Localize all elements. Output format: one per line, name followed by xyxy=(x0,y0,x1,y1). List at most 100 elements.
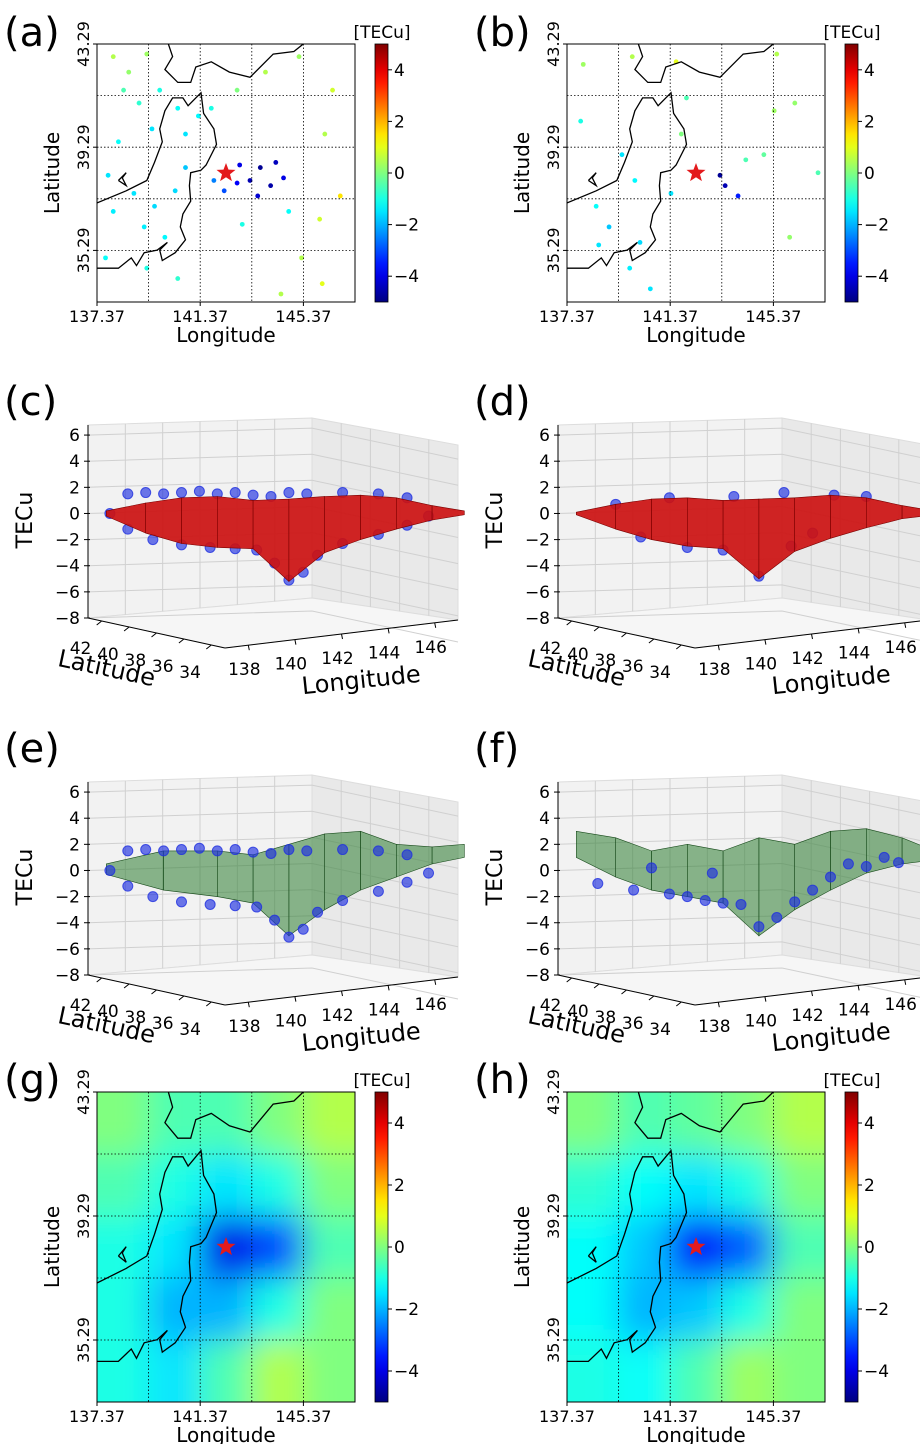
tec-point xyxy=(606,224,612,230)
colorbar xyxy=(844,43,859,303)
panel-label: (g) xyxy=(4,1057,61,1103)
tec-point xyxy=(372,845,384,857)
tec-point xyxy=(195,113,201,119)
tec-point xyxy=(735,193,741,199)
x-tick-label: 145.37 xyxy=(275,1407,331,1426)
heat-cell xyxy=(251,1216,304,1279)
y-tick-label: 40 xyxy=(97,645,119,665)
tec-point xyxy=(789,896,801,908)
y-tick xyxy=(621,632,627,638)
tec-point xyxy=(247,489,259,501)
tec-point xyxy=(234,87,240,93)
coastline xyxy=(567,91,688,269)
y-tick xyxy=(151,989,157,995)
tec-point xyxy=(237,162,243,168)
colorbar-tick-label: −2 xyxy=(864,216,889,236)
map-frame xyxy=(96,43,356,303)
map-area xyxy=(567,44,825,302)
tec-point xyxy=(183,131,188,137)
heat-cell xyxy=(251,1092,304,1155)
tec-point xyxy=(122,880,134,892)
colorbar-tick-label: −4 xyxy=(864,1362,889,1382)
panel-label: (h) xyxy=(474,1057,531,1103)
tec-point xyxy=(668,190,674,196)
x-tick-label: 141.37 xyxy=(642,307,698,326)
surface-patch xyxy=(217,496,254,550)
heat-cell xyxy=(200,1340,253,1402)
x-tick-label: 144 xyxy=(838,643,870,663)
x-tick-label: 145.37 xyxy=(745,307,801,326)
z-tick-label: 4 xyxy=(69,452,80,472)
tec-point xyxy=(735,898,747,910)
x-tick xyxy=(341,990,343,997)
heat-cell xyxy=(303,1340,355,1402)
map-panel: (h) 137.37 141.37 145.37 35.29 39.29 43.29 Long… xyxy=(474,1057,889,1444)
tec-point xyxy=(140,487,152,499)
tec-point xyxy=(337,193,343,199)
x-tick xyxy=(764,639,767,645)
tec-point xyxy=(815,170,821,176)
coastline xyxy=(97,91,218,269)
colorbar xyxy=(374,43,389,303)
tec-point xyxy=(278,291,284,297)
z-tick-label: 4 xyxy=(69,809,80,829)
tec-point xyxy=(229,844,241,856)
y-tick-label: 35.29 xyxy=(74,227,93,273)
heat-cell xyxy=(303,1154,355,1217)
x-tick xyxy=(341,633,343,640)
x-tick-label: 141.37 xyxy=(172,307,228,326)
panel-label: (c) xyxy=(4,379,57,425)
heat-cell xyxy=(148,1092,201,1155)
z-tick-label: −6 xyxy=(525,940,550,960)
y-tick xyxy=(123,626,130,632)
coastline xyxy=(587,172,598,188)
y-tick xyxy=(96,620,103,626)
colorbar-tick-label: −2 xyxy=(394,216,419,236)
colorbar-tick-label: 0 xyxy=(864,164,875,184)
tec-point xyxy=(593,203,599,209)
z-tick-label: −2 xyxy=(55,888,80,908)
x-tick-label: 140 xyxy=(745,655,777,675)
tec-point xyxy=(632,178,638,183)
epicenter-star xyxy=(686,163,706,182)
grid-line xyxy=(87,610,459,643)
heat-cell xyxy=(618,1154,671,1217)
colorbar-tick-label: −2 xyxy=(864,1300,889,1320)
z-tick-label: 6 xyxy=(539,783,550,803)
x-tick-label: 142 xyxy=(791,1006,823,1026)
y-tick-label: 43.29 xyxy=(544,1069,563,1115)
x-axis-label: Longitude xyxy=(646,1423,745,1444)
y-tick xyxy=(648,638,655,644)
y-tick xyxy=(178,638,185,644)
tec-point xyxy=(860,861,872,873)
y-tick-label: 34 xyxy=(179,663,201,683)
grid-line xyxy=(557,584,920,615)
z-tick-label: −8 xyxy=(525,609,550,629)
tec-point xyxy=(136,100,142,106)
x-tick-label: 144 xyxy=(838,1000,870,1020)
tec-point xyxy=(722,183,728,189)
grid-line xyxy=(557,427,920,458)
tec-point xyxy=(251,901,263,913)
x-tick-label: 146 xyxy=(884,995,916,1015)
y-tick-label: 34 xyxy=(649,1020,671,1040)
colorbar-tick-label: 2 xyxy=(864,1176,875,1196)
x-tick xyxy=(387,985,390,991)
heat-cell xyxy=(200,1154,253,1217)
tec-point xyxy=(234,180,240,186)
heat-cell xyxy=(721,1216,774,1279)
y-tick xyxy=(566,620,573,626)
tec-point xyxy=(699,895,711,907)
tec-point xyxy=(596,242,602,248)
y-tick-label: 36 xyxy=(622,1014,644,1034)
tec-point xyxy=(144,51,150,57)
y-tick-label: 35.29 xyxy=(544,1317,563,1363)
tec-point xyxy=(175,276,181,281)
colorbar-tick-label: 0 xyxy=(394,164,405,184)
tec-point xyxy=(103,255,108,261)
y-tick-label: 43.29 xyxy=(74,1069,93,1115)
z-tick-label: 2 xyxy=(69,835,80,855)
tec-point xyxy=(717,897,729,909)
